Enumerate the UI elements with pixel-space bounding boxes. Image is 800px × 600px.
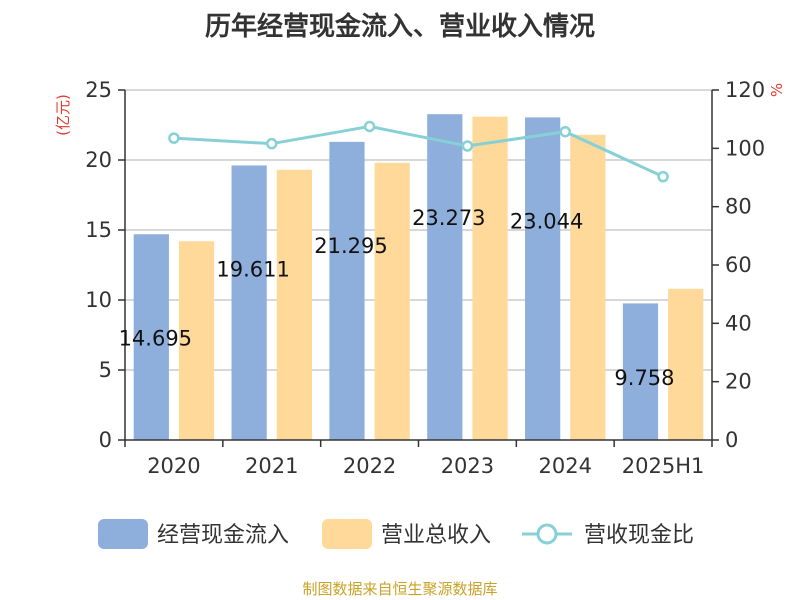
data-label-cash-inflow: 21.295: [314, 234, 387, 258]
legend-label-revenue: 营业总收入: [381, 523, 491, 548]
left-axis-unit: (亿元): [54, 94, 72, 136]
right-axis-tick-label: 80: [725, 195, 752, 219]
data-label-cash-inflow: 23.044: [510, 209, 583, 233]
bar-cash-inflow: [133, 234, 169, 440]
bar-cash-inflow: [622, 303, 659, 440]
point-ratio: [168, 132, 180, 144]
point-ratio: [559, 125, 571, 138]
right-axis-tick-label: 100: [725, 136, 765, 160]
bar-revenue: [374, 162, 410, 441]
legend: 经营现金流入 营业总收入 营收现金比: [98, 519, 694, 549]
point-ratio: [461, 140, 474, 152]
legend-marker-ratio: [536, 523, 558, 545]
right-axis-tick-label: 120: [725, 78, 765, 102]
point-ratio: [266, 137, 278, 150]
x-axis-category-label: 2021: [245, 454, 298, 478]
bar-cash-inflow: [231, 165, 267, 441]
left-axis-tick-label: 20: [85, 148, 112, 172]
bar-cash-inflow: [427, 114, 463, 440]
left-axis-tick-label: 25: [85, 78, 112, 102]
left-axis-tick-label: 5: [99, 358, 112, 382]
data-label-cash-inflow: 19.611: [216, 257, 289, 281]
bar-layer: [133, 114, 704, 441]
left-axis-tick-label: 15: [85, 218, 112, 242]
legend-swatch-revenue: [322, 519, 372, 549]
x-axis-category-label: 2025H1: [622, 454, 705, 478]
legend-label-cash-inflow: 经营现金流入: [157, 523, 289, 548]
left-axis-tick-label: 10: [85, 288, 112, 312]
bar-revenue: [570, 134, 606, 441]
bar-cash-inflow: [525, 117, 561, 440]
data-label-cash-inflow: 14.695: [119, 326, 192, 350]
x-axis-category-label: 2022: [343, 454, 396, 478]
chart-title: 历年经营现金流入、营业收入情况: [204, 12, 595, 42]
bar-revenue: [276, 169, 312, 441]
right-axis-unit: %: [768, 83, 786, 97]
point-ratio: [657, 170, 669, 183]
grid-layer: [125, 89, 712, 371]
source-note: 制图数据来自恒生聚源数据库: [302, 580, 498, 598]
data-label-cash-inflow: 9.758: [614, 366, 674, 390]
right-axis-tick-label: 0: [725, 428, 738, 452]
legend-label-ratio: 营收现金比: [584, 523, 694, 548]
right-axis-tick-label: 60: [725, 253, 752, 277]
left-axis-tick-label: 0: [99, 428, 112, 452]
right-axis-tick-label: 40: [725, 311, 752, 335]
bar-cash-inflow: [329, 141, 365, 440]
right-axis-tick-label: 20: [725, 370, 752, 394]
bar-revenue: [668, 288, 704, 440]
line-ratio: [173, 124, 664, 178]
line-layer: [168, 120, 669, 183]
x-axis-category-label: 2024: [539, 454, 592, 478]
data-label-layer: 14.695 19.611 21.295 23.273 23.044 9.758: [119, 206, 675, 390]
x-axis-category-label: 2020: [147, 454, 200, 478]
bar-revenue: [472, 116, 508, 440]
data-label-cash-inflow: 23.273: [412, 206, 485, 230]
legend-swatch-cash-inflow: [98, 519, 148, 549]
point-ratio: [363, 120, 376, 133]
x-axis-category-label: 2023: [441, 454, 494, 478]
axis-layer: (亿元) % 0 5 10 15 20 25 0 20 40 60 80 100 120 2020 2021…: [54, 78, 786, 478]
bar-revenue: [178, 241, 215, 440]
